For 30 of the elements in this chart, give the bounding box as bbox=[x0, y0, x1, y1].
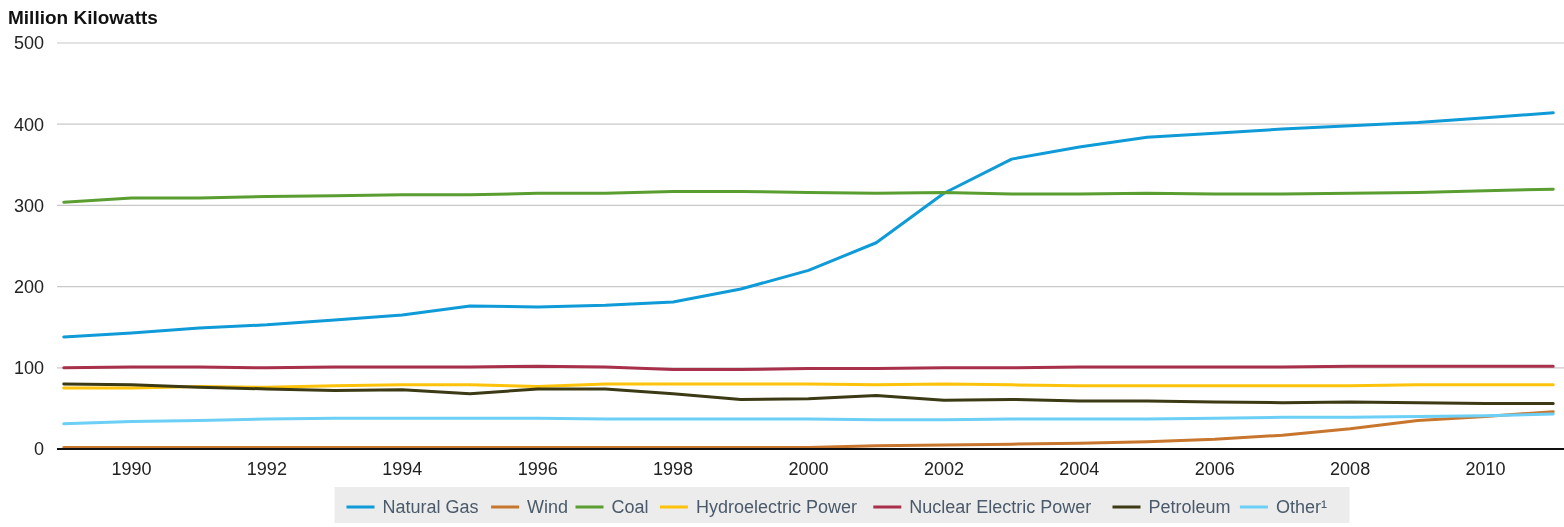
x-tick-label: 1994 bbox=[382, 459, 423, 479]
x-tick-label: 1998 bbox=[653, 459, 694, 479]
x-tick-label: 1996 bbox=[517, 459, 558, 479]
y-tick-label: 100 bbox=[13, 358, 44, 379]
y-tick-label: 300 bbox=[13, 195, 44, 216]
legend-label: Nuclear Electric Power bbox=[909, 497, 1092, 518]
line-series bbox=[62, 382, 1555, 406]
x-tick-label: 2006 bbox=[1194, 459, 1235, 479]
legend-label: Wind bbox=[527, 497, 569, 518]
legend-label: Other¹ bbox=[1275, 497, 1327, 518]
x-tick-label: 2004 bbox=[1059, 459, 1100, 479]
line-series bbox=[62, 410, 1555, 449]
y-tick-label: 0 bbox=[33, 439, 44, 460]
line-series bbox=[62, 412, 1555, 426]
line-series bbox=[62, 187, 1555, 204]
x-tick-label: 2002 bbox=[923, 459, 964, 479]
x-tick-label: 1992 bbox=[246, 459, 287, 479]
y-tick-label: 400 bbox=[13, 114, 44, 135]
legend-label: Natural Gas bbox=[382, 497, 479, 518]
y-axis-title: Million Kilowatts bbox=[8, 7, 158, 28]
legend-label: Coal bbox=[611, 497, 649, 518]
x-tick-label: 2008 bbox=[1330, 459, 1371, 479]
line-series bbox=[62, 111, 1555, 339]
x-tick-label: 1990 bbox=[111, 459, 152, 479]
legend-label: Hydroelectric Power bbox=[695, 497, 857, 518]
legend-label: Petroleum bbox=[1148, 497, 1231, 518]
y-tick-label: 500 bbox=[13, 33, 44, 54]
x-tick-label: 2000 bbox=[788, 459, 829, 479]
y-tick-label: 200 bbox=[13, 276, 44, 297]
x-tick-label: 2010 bbox=[1465, 459, 1506, 479]
